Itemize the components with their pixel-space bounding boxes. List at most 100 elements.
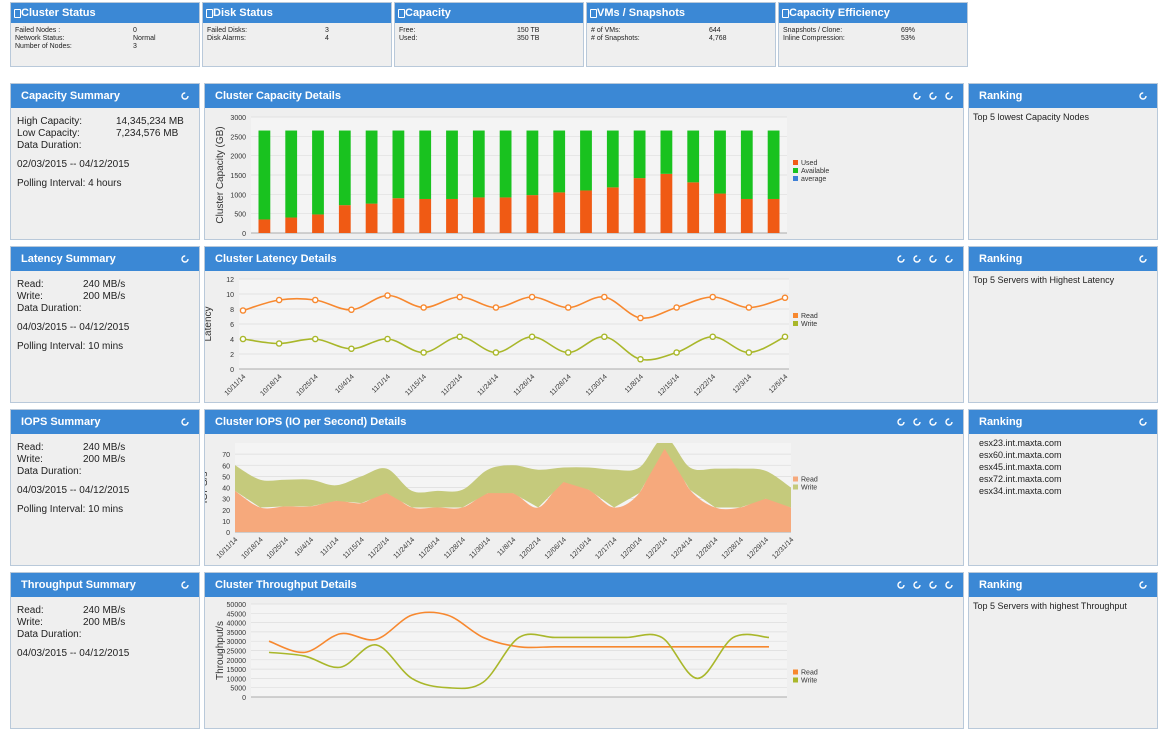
header-icon: [1139, 418, 1147, 426]
point: [564, 304, 572, 311]
panel-header: Ranking: [969, 247, 1157, 271]
point: [528, 293, 536, 301]
panel-title: Cluster Latency Details: [215, 252, 337, 265]
x-tick-label: 12/10/14: [569, 536, 593, 560]
chart-panel: Cluster IOPS (IO per Second) Details 0 10 2…: [204, 409, 964, 566]
legend-label: Available: [801, 168, 829, 175]
chart-panel: Cluster Throughput Details 0 5000 10000 1500…: [204, 572, 964, 729]
y-tick-label: 40000: [227, 621, 247, 628]
bar: [633, 130, 646, 179]
panel-header: Cluster Status: [11, 3, 199, 23]
summary-label: Write:: [17, 454, 43, 465]
point: [564, 349, 572, 356]
point: [456, 293, 464, 301]
bar: [285, 130, 298, 218]
x-tick-label: 11/8/14: [496, 536, 517, 557]
y-tick-label: 0: [242, 231, 246, 238]
header-icons: [913, 92, 953, 100]
ranking-panel: Ranking Top 5 lowest Capacity Nodes: [968, 83, 1158, 240]
y-tick-label: 20: [222, 508, 230, 515]
x-tick-label: 10/4/14: [294, 536, 316, 558]
card-label: # of VMs:: [591, 27, 621, 34]
bar: [392, 130, 405, 199]
panel-header: Capacity Summary: [11, 84, 199, 108]
legend-swatch: [793, 160, 798, 165]
legend-label: Write: [801, 485, 817, 492]
y-tick-label: 3000: [230, 115, 246, 122]
card-value: 150 TB: [517, 27, 540, 34]
x-tick-label: 10/4/14: [334, 373, 356, 395]
panel-title: VMs / Snapshots: [597, 6, 686, 19]
panel-header: Cluster IOPS (IO per Second) Details: [205, 410, 963, 434]
chart: 0 5000 10000 15000 20000 25000 30000 35000 40000…: [215, 602, 818, 702]
status-card: Disk Status Failed Disks: 3 Disk Alarms: 4: [202, 2, 392, 67]
point: [601, 333, 608, 341]
summary-label: Read:: [17, 442, 44, 453]
ranking-item: esx45.int.maxta.com: [979, 462, 1062, 472]
x-tick-label: 12/20/14: [620, 536, 644, 560]
y-tick-label: 25000: [227, 649, 247, 656]
summary-note: Data Duration:: [17, 140, 82, 151]
summary-note: Data Duration:: [17, 303, 82, 314]
panel-header: Cluster Latency Details: [205, 247, 963, 271]
bar: [660, 173, 673, 233]
header-icons: [1139, 92, 1147, 100]
header-icon: [897, 418, 905, 426]
card-value: 350 TB: [517, 35, 540, 42]
bar: [553, 192, 566, 233]
bar: [472, 197, 485, 233]
summary-note: Polling Interval: 10 mins: [17, 341, 124, 352]
y-tick-label: 2000: [230, 154, 246, 161]
header-icon: [945, 581, 953, 589]
panel-header: Ranking: [969, 84, 1157, 108]
summary-panel: Latency Summary Read: 240 MB/s Write: 200 MB…: [10, 246, 200, 403]
bar: [338, 205, 351, 233]
chart: 0 2 4 6 8 10 12 Latency 10/11/14 10/18/14 10/25/14…: [205, 277, 818, 398]
chart: 0 500 1000 1500 2000 2500 3000 Cluster Capacity…: [215, 115, 829, 238]
bar: [258, 219, 271, 233]
y-tick-label: 2: [230, 352, 234, 359]
card-value: 69%: [901, 27, 916, 34]
panel-title: Ranking: [979, 415, 1023, 428]
y-tick-label: 6: [230, 322, 234, 329]
legend-label: average: [801, 176, 826, 183]
legend-swatch: [793, 669, 798, 675]
bar: [687, 182, 700, 233]
point: [348, 306, 355, 314]
header-icon: [945, 92, 953, 100]
bar: [553, 130, 566, 193]
x-tick-label: 11/30/14: [585, 373, 609, 397]
x-tick-label: 11/22/14: [367, 536, 391, 560]
bar: [660, 130, 673, 174]
y-tick-label: 8: [230, 307, 234, 314]
summary-label: High Capacity:: [17, 116, 83, 127]
card-label: Snapshots / Clone:: [783, 27, 843, 34]
x-tick-label: 12/31/14: [771, 536, 795, 560]
bar: [472, 130, 485, 198]
panel-title: Throughput Summary: [21, 578, 136, 591]
header-icons: [181, 418, 189, 426]
y-tick-label: 1500: [230, 173, 246, 180]
bar: [580, 130, 592, 191]
bar: [419, 130, 432, 199]
x-tick-label: 11/1/14: [319, 536, 340, 557]
x-tick-label: 12/24/14: [670, 536, 694, 560]
y-tick-label: 30000: [227, 639, 247, 646]
point: [709, 293, 717, 301]
legend-swatch: [793, 176, 798, 181]
ranking-item: esx34.int.maxta.com: [979, 486, 1062, 496]
summary-value: 240 MB/s: [83, 279, 126, 290]
point: [781, 294, 789, 302]
bar: [365, 203, 378, 233]
card-value: 53%: [901, 35, 916, 42]
card-label: Inline Compression:: [783, 35, 845, 42]
bar: [312, 214, 324, 233]
bar: [419, 198, 432, 233]
point: [528, 333, 536, 341]
card-value: 3: [325, 27, 329, 34]
panel-header: Cluster Capacity Details: [205, 84, 963, 108]
header-icon: [913, 581, 921, 589]
x-tick-label: 10/18/14: [240, 536, 264, 560]
panel-title: Capacity Summary: [21, 89, 121, 102]
y-tick-label: 10: [226, 292, 234, 299]
